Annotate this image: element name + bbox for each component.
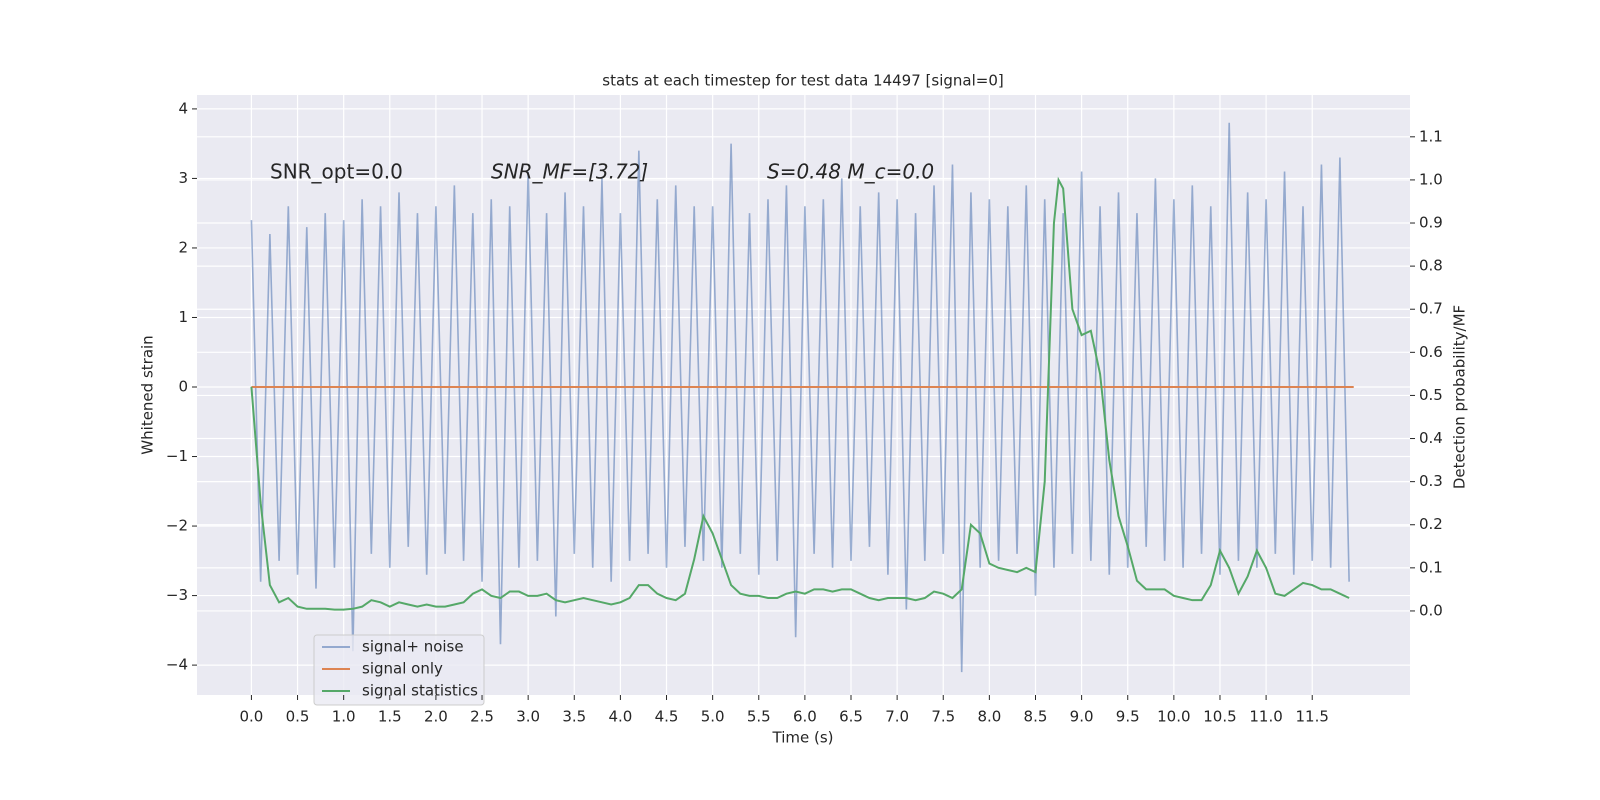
- x-tick-label: 0.0: [239, 708, 263, 726]
- x-axis-label: Time (s): [772, 729, 834, 747]
- y2-tick-label: 0.1: [1419, 558, 1443, 576]
- series-line: [250, 122, 1350, 673]
- x-tick-label: 4.0: [608, 708, 632, 726]
- x-tick-label: 5.0: [701, 708, 725, 726]
- x-tick-label: 8.0: [977, 708, 1001, 726]
- y2-tick-label: 0.7: [1419, 300, 1443, 318]
- x-tick-label: 7.5: [931, 708, 955, 726]
- annotation: SNR_MF=[3.72]: [491, 160, 648, 184]
- y2-tick-label: 0.6: [1419, 343, 1443, 361]
- y2-tick-label: 1.0: [1419, 170, 1443, 188]
- x-tick-label: 1.5: [378, 708, 402, 726]
- x-tick-label: 10.0: [1157, 708, 1190, 726]
- y-tick-label: 2: [178, 238, 188, 256]
- x-tick-label: 2.5: [470, 708, 494, 726]
- y-tick-label: −4: [166, 656, 188, 674]
- x-tick-label: 11.5: [1296, 708, 1329, 726]
- x-tick-label: 3.5: [562, 708, 586, 726]
- x-tick-label: 11.0: [1249, 708, 1282, 726]
- annotation: SNR_opt=0.0: [270, 160, 403, 184]
- legend-label: signal statistics: [362, 682, 478, 700]
- y2-tick-label: 0.5: [1419, 386, 1443, 404]
- x-tick-label: 3.0: [516, 708, 540, 726]
- y-tick-label: 1: [178, 308, 188, 326]
- y-tick-label: −2: [166, 517, 188, 535]
- y2-tick-label: 0.4: [1419, 429, 1443, 447]
- y-tick-label: 3: [178, 169, 188, 187]
- x-tick-label: 0.5: [286, 708, 310, 726]
- x-tick-label: 6.5: [839, 708, 863, 726]
- y2-axis-label: Detection probability/MF: [1451, 305, 1469, 489]
- x-tick-label: 4.5: [655, 708, 679, 726]
- x-tick-label: 5.5: [747, 708, 771, 726]
- x-tick-label: 2.0: [424, 708, 448, 726]
- y2-tick-label: 0.8: [1419, 257, 1443, 275]
- x-tick-label: 9.5: [1116, 708, 1140, 726]
- x-tick-label: 8.5: [1024, 708, 1048, 726]
- chart-title: stats at each timestep for test data 144…: [602, 72, 1003, 90]
- y-tick-label: −3: [166, 586, 188, 604]
- legend-label: signal+ noise: [362, 638, 464, 656]
- y2-tick-label: 0.9: [1419, 214, 1443, 232]
- annotation: S=0.48 M_c=0.0: [767, 160, 934, 184]
- y-tick-label: 0: [178, 378, 188, 396]
- x-tick-label: 6.0: [793, 708, 817, 726]
- y2-tick-label: 0.0: [1419, 601, 1443, 619]
- y-axis-label: Whitened strain: [139, 335, 157, 454]
- y2-tick-label: 0.2: [1419, 515, 1443, 533]
- y2-tick-label: 0.3: [1419, 472, 1443, 490]
- y-tick-label: 4: [178, 99, 188, 117]
- x-tick-label: 10.5: [1203, 708, 1236, 726]
- legend-box: [313, 634, 485, 706]
- series-line: [250, 176, 1350, 611]
- legend-label: signal only: [362, 660, 443, 678]
- y-tick-label: −1: [166, 447, 188, 465]
- x-tick-label: 7.0: [885, 708, 909, 726]
- x-tick-label: 1.0: [332, 708, 356, 726]
- y2-tick-label: 1.1: [1419, 127, 1443, 145]
- x-tick-label: 9.0: [1070, 708, 1094, 726]
